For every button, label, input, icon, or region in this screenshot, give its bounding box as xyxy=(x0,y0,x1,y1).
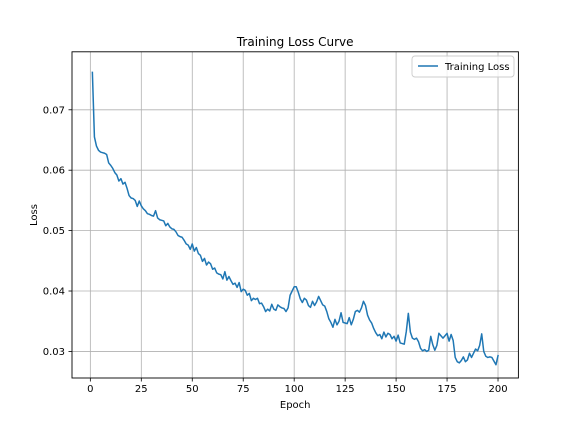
plot-area-frame xyxy=(71,51,519,379)
x-tick-label: 0 xyxy=(87,384,93,395)
chart-title: Training Loss Curve xyxy=(236,35,354,49)
x-tick-label: 75 xyxy=(237,384,250,395)
y-tick-label: 0.03 xyxy=(43,347,65,358)
x-tick-label: 150 xyxy=(387,384,406,395)
y-tick-label: 0.04 xyxy=(43,287,65,298)
series-layer xyxy=(91,71,499,366)
x-tick-label: 100 xyxy=(285,384,304,395)
y-tick-label: 0.05 xyxy=(43,226,65,237)
y-tick-label: 0.07 xyxy=(43,105,65,116)
x-tick-label: 50 xyxy=(186,384,199,395)
legend: Training Loss xyxy=(411,55,515,78)
x-tick-label: 25 xyxy=(135,384,148,395)
series-line-training-loss xyxy=(91,71,499,366)
x-tick-label: 200 xyxy=(488,384,507,395)
legend-box xyxy=(411,55,515,78)
x-tick-label: 125 xyxy=(336,384,355,395)
axis-ticks: 0 25 50 75 100 125 150 175 200 0.03 0.04 0.05 0.06 0.… xyxy=(43,105,508,395)
x-axis-label: Epoch xyxy=(280,400,311,411)
y-tick-label: 0.06 xyxy=(43,166,65,177)
x-tick-label: 175 xyxy=(438,384,457,395)
grid-lines xyxy=(72,51,519,378)
legend-label-training-loss: Training Loss xyxy=(444,62,510,73)
y-axis-label: Loss xyxy=(29,204,40,226)
